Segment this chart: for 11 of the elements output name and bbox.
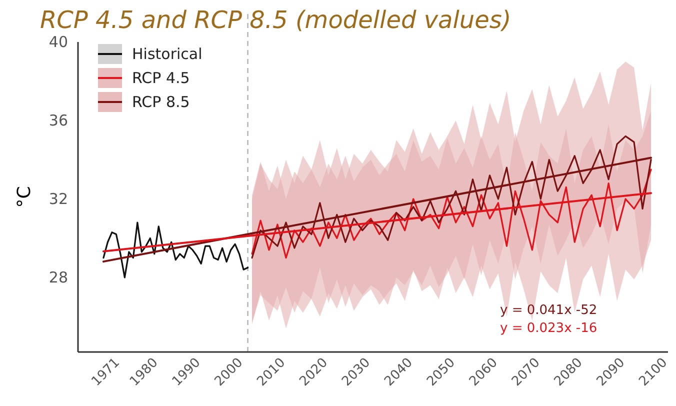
y-tick-label: 40 (48, 32, 68, 51)
y-tick-label: 28 (48, 268, 68, 286)
chart-title: RCP 4.5 and RCP 8.5 (modelled values) (40, 6, 512, 34)
legend-label: RCP 4.5 (132, 69, 190, 87)
legend-label: Historical (132, 45, 202, 63)
annotation: y = 0.041x -52 (500, 303, 598, 318)
annotation: y = 0.023x -16 (500, 321, 598, 336)
y-axis-title: °C (14, 186, 35, 208)
legend-label: RCP 8.5 (132, 93, 190, 111)
y-tick-label: 32 (48, 190, 68, 208)
y-tick-label: 36 (48, 111, 68, 130)
